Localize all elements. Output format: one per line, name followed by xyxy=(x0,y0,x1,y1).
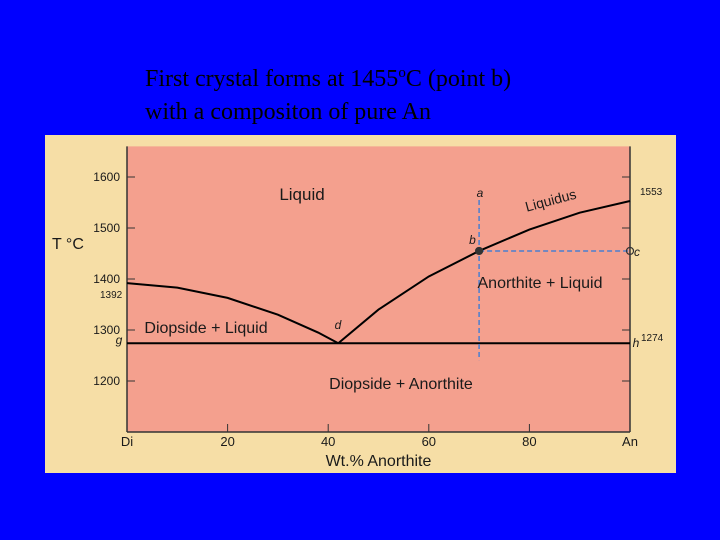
annotation: Diopside + Anorthite xyxy=(329,376,473,393)
phase-boundary xyxy=(126,282,339,345)
x-tick-label: 80 xyxy=(522,434,536,449)
point-label: c xyxy=(634,245,640,259)
title-text: C (point b) xyxy=(406,66,511,92)
point-marker xyxy=(475,246,484,256)
title-superscript: o xyxy=(398,65,406,81)
annotation: h xyxy=(633,336,640,350)
temperature-label: 1274 xyxy=(641,333,664,344)
annotation: g xyxy=(116,333,123,347)
x-tick-label: Di xyxy=(121,434,133,449)
x-tick-label: An xyxy=(622,434,638,449)
y-tick-label: 1400 xyxy=(93,272,120,286)
y-tick-label: 1600 xyxy=(93,170,120,184)
x-axis-label: Wt.% Anorthite xyxy=(326,453,432,470)
y-tick-label: 1200 xyxy=(93,374,120,388)
slide-title: with a compositon of pure An xyxy=(145,99,431,125)
x-tick-label: 40 xyxy=(321,434,335,449)
slide-title: First crystal forms at 1455oC (point b) xyxy=(145,65,511,92)
x-tick-label: 60 xyxy=(422,434,436,449)
annotation: Liquid xyxy=(279,185,324,204)
plot-area xyxy=(127,146,630,432)
annotation: d xyxy=(335,318,342,332)
y-axis-label: T °C xyxy=(52,236,84,253)
y-tick-label: 1300 xyxy=(93,323,120,337)
x-tick-label: 20 xyxy=(220,434,234,449)
point-label: b xyxy=(469,233,476,247)
title-text: First crystal forms at 1455 xyxy=(145,66,398,92)
annotation: a xyxy=(477,186,484,200)
annotation: Diopside + Liquid xyxy=(144,320,267,337)
temperature-label: 1553 xyxy=(640,187,663,198)
y-tick-label: 1500 xyxy=(93,221,120,235)
chart: 1200 1300 1400 1500 1600 Di 20 40 60 80 An Wt.% Ano… xyxy=(52,146,664,470)
annotation: Anorthite + Liquid xyxy=(478,275,603,292)
temperature-label: 1392 xyxy=(100,290,123,301)
point-marker xyxy=(625,246,635,256)
